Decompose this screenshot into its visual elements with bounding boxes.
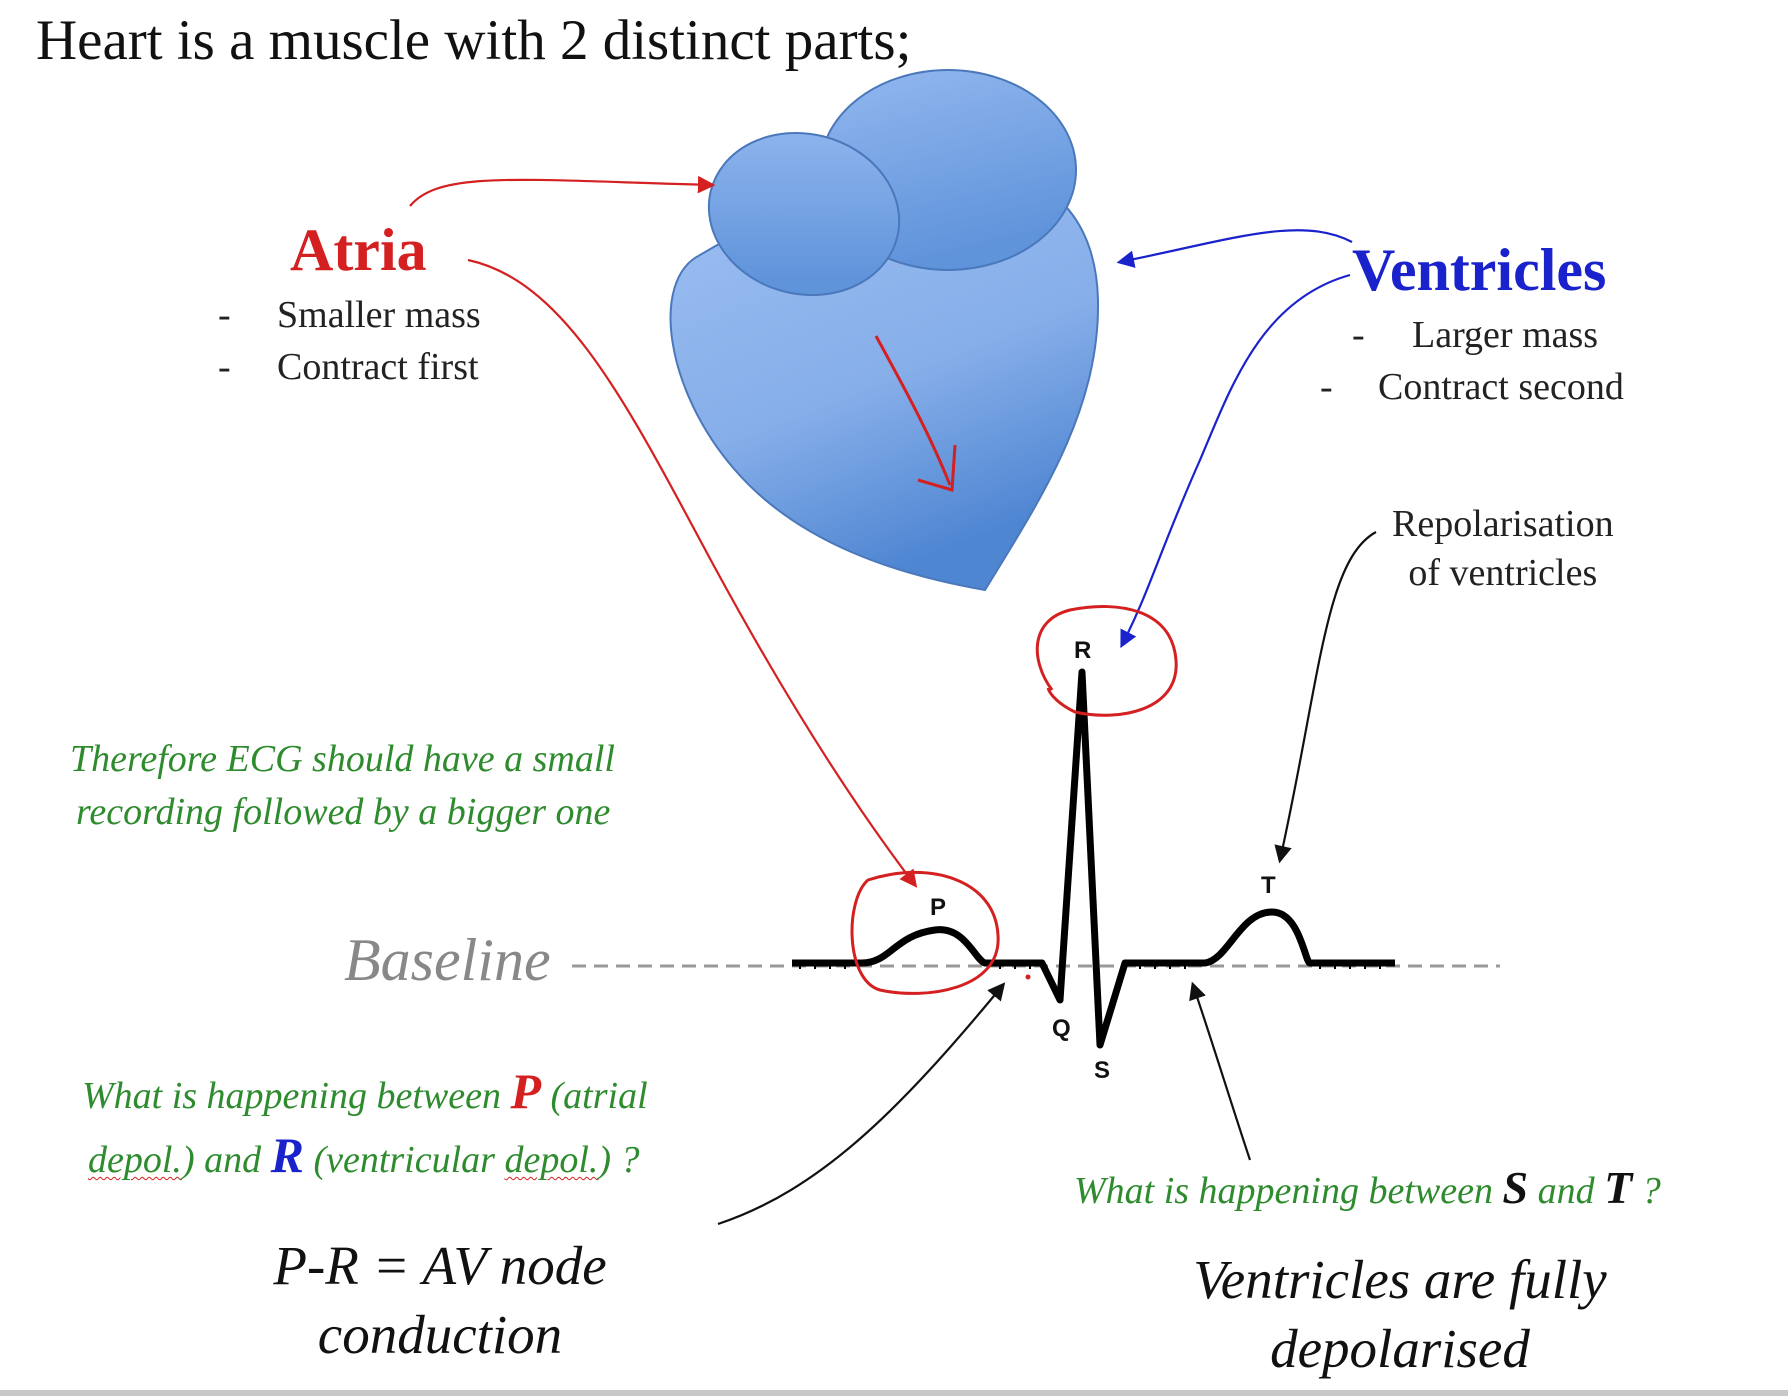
bottom-edge-bar [0,1390,1788,1396]
slide-title: Heart is a muscle with 2 distinct parts; [36,9,912,72]
ventricles-bullet-1: Larger mass [1412,314,1599,356]
pr-question-end: ) ? [598,1139,640,1181]
atria-bullet-1: Smaller mass [277,294,481,336]
ecg-note-line-1: Therefore ECG should have a small [70,738,615,780]
st-question-arrow [1189,981,1252,1161]
pr-answer-line-1: P-R = AV node [273,1235,607,1296]
ecg-trace [572,605,1500,1049]
atria-bullet-marker-2: - [218,346,231,388]
atria-to-p-wave-arrow [467,258,918,888]
p-wave-circle [850,871,1000,995]
repolarisation-note: Repolarisation of ventricles [1392,500,1614,599]
ecg-label-p: P [930,894,947,921]
contraction-arrow-head [917,444,957,492]
ecg-label-t: T [1261,872,1276,899]
st-question-and: and [1528,1170,1605,1212]
repolarisation-arrow [1274,531,1377,864]
pr-question-atrial: (atrial [541,1075,648,1117]
pr-question-text: What is happening between [82,1075,511,1117]
st-answer-line-1: Ventricles are fully [1193,1249,1607,1310]
st-answer: Ventricles are fully depolarised [1140,1246,1660,1384]
ventricles-bullet-2: Contract second [1378,366,1624,408]
ecg-label-q: Q [1052,1015,1071,1042]
atria-to-heart-arrow [409,175,716,207]
ecg-tick-marks [799,963,1381,969]
st-question-t: T [1604,1162,1633,1213]
baseline-label: Baseline [344,927,551,993]
ecg-note-line-2: recording followed by a bigger one [76,791,611,833]
st-question-text: What is happening between [1074,1170,1503,1212]
atria-heading: Atria [290,217,427,283]
ventricles-heading: Ventricles [1352,237,1607,303]
st-question-s: S [1502,1162,1529,1213]
pr-question-depol-1: depol. [88,1139,182,1181]
contraction-arrow [874,335,952,486]
pr-question-depol-2: depol. [504,1139,599,1181]
st-question: What is happening between S and T ? [1074,1165,1661,1211]
atria-bullet-2: Contract first [277,346,479,388]
ventricles-bullet-marker-2: - [1320,366,1333,408]
pr-question-line-1: What is happening between P (atrial [82,1066,648,1116]
heart-illustration [669,69,1100,592]
pr-answer: P-R = AV node conduction [230,1232,650,1370]
ventricles-to-r-wave-arrow [1120,273,1351,649]
st-question-end: ? [1632,1170,1661,1212]
atria-bullet-marker-1: - [218,294,231,336]
red-dot [1025,974,1031,980]
pr-question-and: ) and [181,1139,271,1181]
pr-question-arrow [717,982,1006,1226]
pr-question-p: P [510,1063,542,1119]
ecg-waveform [792,668,1395,1049]
repolarisation-line-1: Repolarisation [1392,503,1614,545]
r-wave-circle [1035,605,1178,717]
ventricles-bullet-marker-1: - [1352,314,1365,356]
pr-question-r: R [270,1127,304,1183]
repolarisation-line-2: of ventricles [1408,552,1598,595]
ventricles-to-heart-arrow [1116,229,1353,268]
pr-question-ventricular: (ventricular [303,1139,505,1181]
pr-question-line-2: depol.) and R (ventricular depol.) ? [88,1130,640,1180]
pr-answer-line-2: conduction [317,1303,563,1365]
ecg-label-s: S [1094,1057,1111,1084]
ecg-label-r: R [1074,637,1092,664]
st-answer-line-2: depolarised [1270,1317,1530,1379]
